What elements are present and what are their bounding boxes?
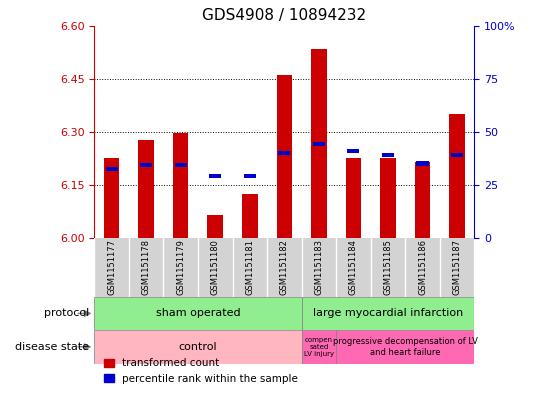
Bar xyxy=(242,193,258,238)
Bar xyxy=(175,163,186,167)
Bar xyxy=(104,158,119,238)
Bar xyxy=(278,151,291,155)
Bar xyxy=(336,330,474,364)
Bar xyxy=(345,158,361,238)
Text: large myocardial infarction: large myocardial infarction xyxy=(313,309,463,318)
Text: GSM1151186: GSM1151186 xyxy=(418,239,427,295)
Bar xyxy=(302,330,336,364)
Bar xyxy=(94,297,302,330)
Bar xyxy=(417,162,429,165)
Bar xyxy=(140,163,152,167)
Bar xyxy=(414,162,430,238)
Text: GSM1151178: GSM1151178 xyxy=(142,239,150,295)
Text: GSM1151187: GSM1151187 xyxy=(453,239,461,295)
Bar xyxy=(382,152,394,157)
Bar xyxy=(209,174,222,178)
Bar xyxy=(277,75,292,238)
Bar xyxy=(139,140,154,238)
Bar xyxy=(347,149,360,153)
Text: GSM1151180: GSM1151180 xyxy=(211,239,220,295)
Bar xyxy=(302,297,474,330)
Text: GSM1151182: GSM1151182 xyxy=(280,239,289,295)
Text: GSM1151184: GSM1151184 xyxy=(349,239,358,295)
Text: sham operated: sham operated xyxy=(156,309,240,318)
Bar xyxy=(94,330,302,364)
Text: GSM1151177: GSM1151177 xyxy=(107,239,116,295)
Title: GDS4908 / 10894232: GDS4908 / 10894232 xyxy=(202,8,367,23)
Bar xyxy=(380,158,396,238)
Bar xyxy=(244,174,256,178)
Text: GSM1151183: GSM1151183 xyxy=(314,239,323,295)
Text: GSM1151179: GSM1151179 xyxy=(176,239,185,295)
Legend: transformed count, percentile rank within the sample: transformed count, percentile rank withi… xyxy=(100,354,302,388)
Bar xyxy=(313,142,325,146)
Text: GSM1151181: GSM1151181 xyxy=(245,239,254,295)
Text: GSM1151185: GSM1151185 xyxy=(383,239,392,295)
Text: control: control xyxy=(178,342,217,352)
Bar xyxy=(173,133,189,238)
Bar xyxy=(311,48,327,238)
Bar xyxy=(106,167,118,171)
Bar xyxy=(450,114,465,238)
Bar xyxy=(451,152,463,157)
Text: protocol: protocol xyxy=(44,309,89,318)
Text: disease state: disease state xyxy=(15,342,89,352)
Text: compen
sated
LV injury: compen sated LV injury xyxy=(304,337,334,357)
Bar xyxy=(208,215,223,238)
Text: progressive decompensation of LV
and heart failure: progressive decompensation of LV and hea… xyxy=(333,337,478,356)
